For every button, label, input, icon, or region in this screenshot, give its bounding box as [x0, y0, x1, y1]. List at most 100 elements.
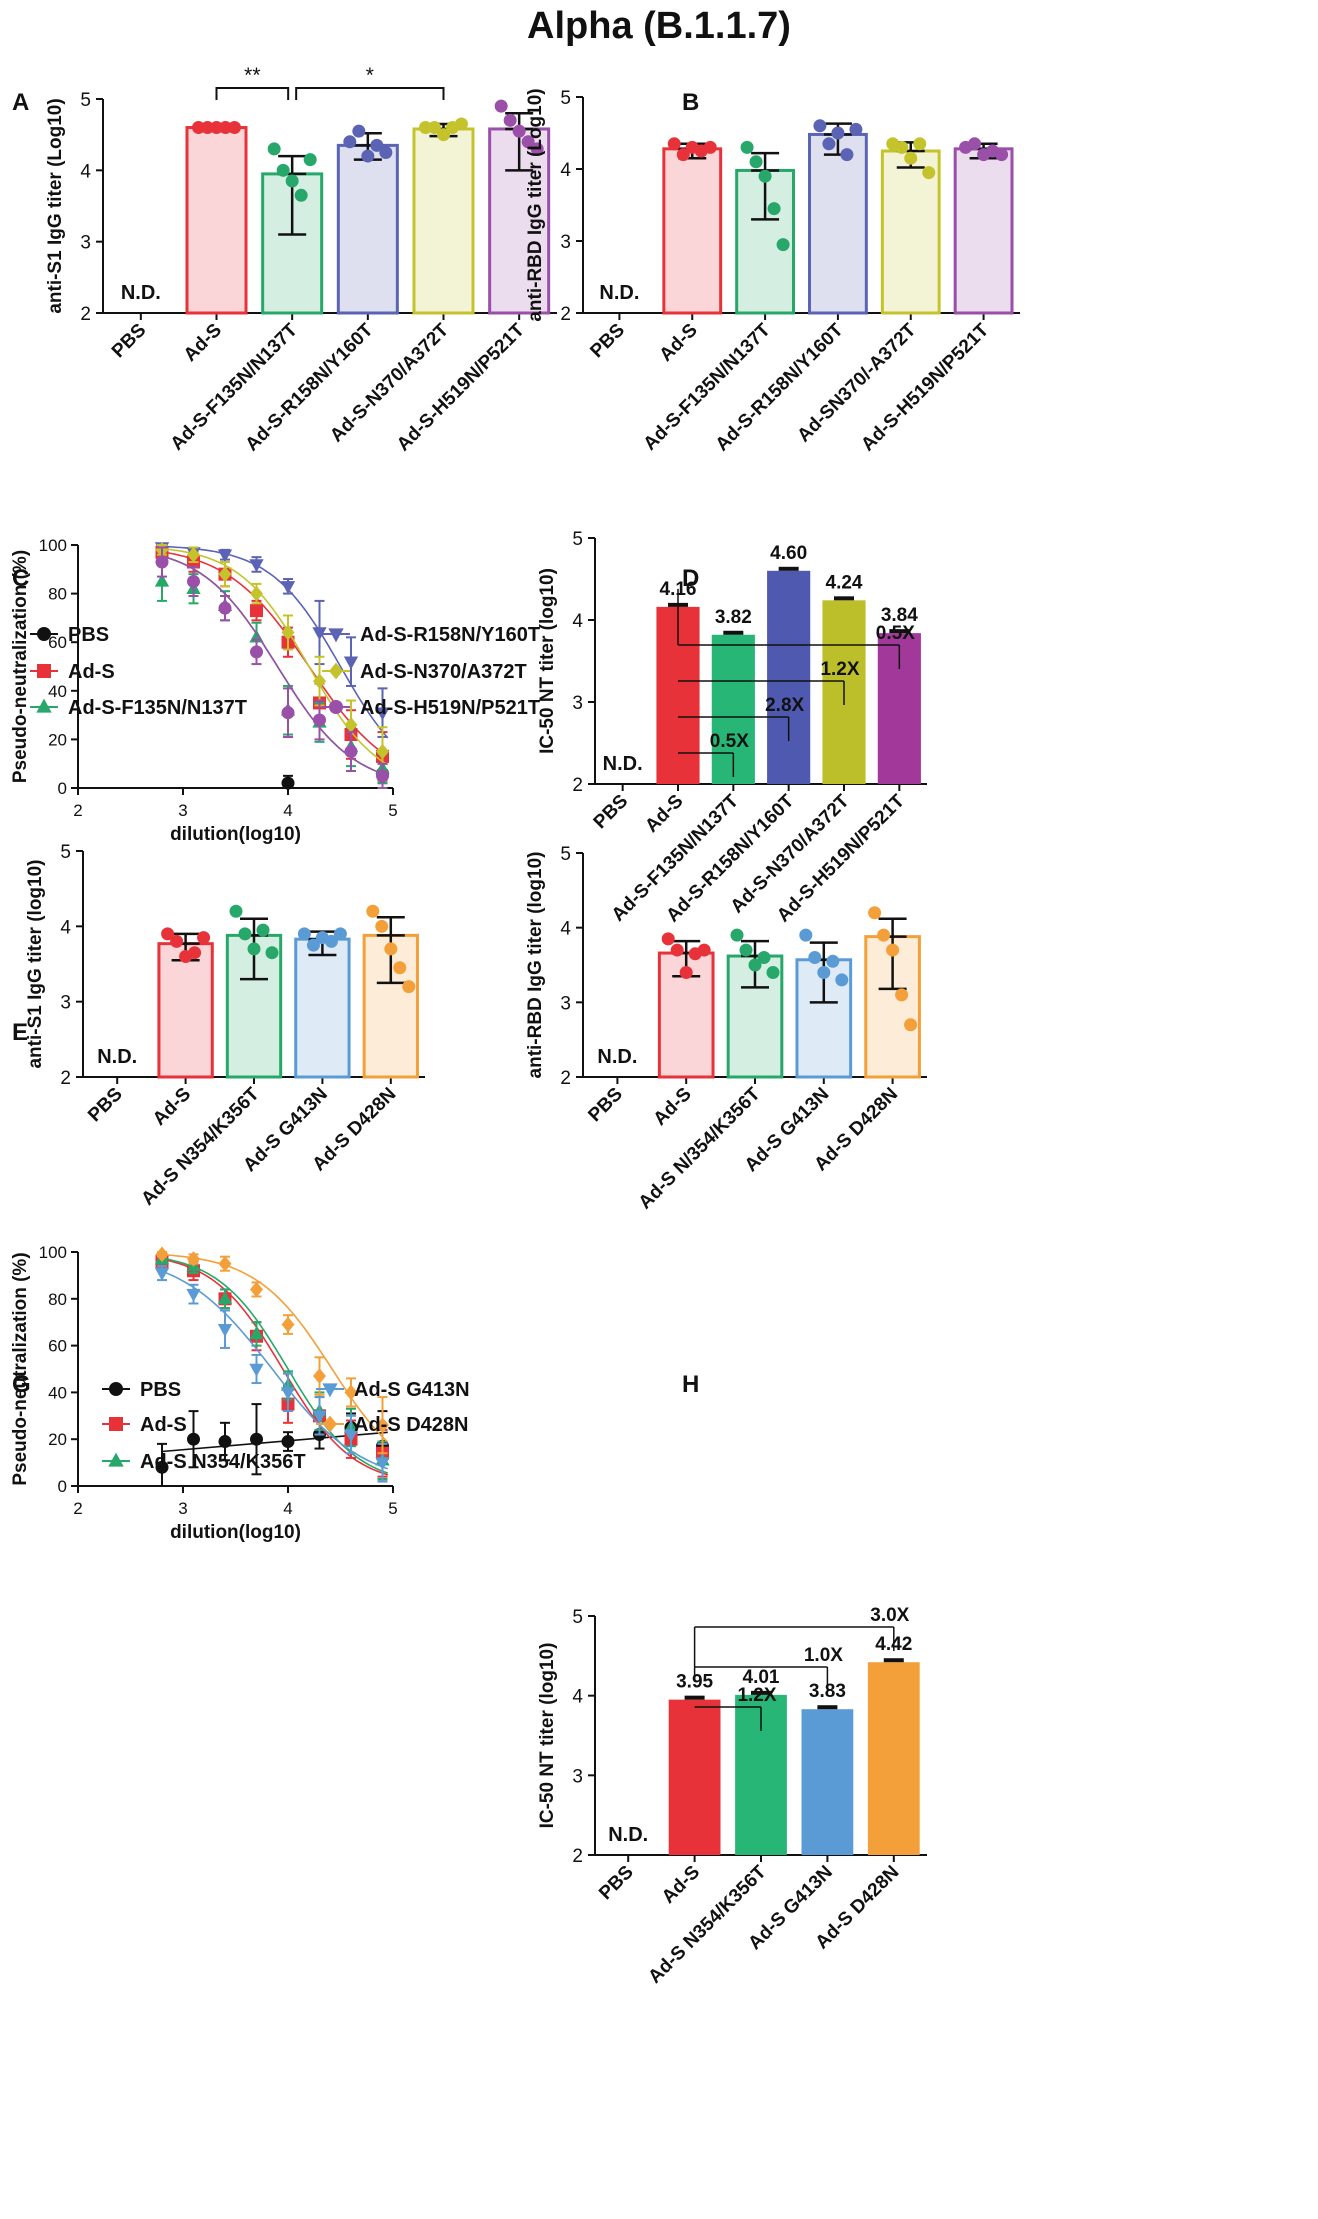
- data-point-c: [375, 707, 390, 721]
- panel-letter-g: G: [12, 1371, 31, 1398]
- data-point-a: [428, 121, 441, 135]
- y-tick-label-c: 40: [48, 682, 67, 701]
- data-point-e: [188, 946, 202, 960]
- value-label-h: 4.01: [743, 1667, 780, 1688]
- x-axis-label-c: dilution(log10): [170, 824, 301, 845]
- legend-marker-g: [109, 1417, 123, 1431]
- category-label-h: Ad-S N354/K356T: [644, 1861, 770, 1987]
- legend-marker-g: [323, 1415, 337, 1433]
- y-tick-label-b: 2: [560, 304, 571, 325]
- nd-label-b: N.D.: [599, 282, 639, 304]
- y-tick-label-g: 20: [48, 1430, 67, 1449]
- data-point-g: [281, 1316, 295, 1333]
- panel-g: G 0 20 40 60 80 100 2 3 4 5 dilution(log10) Pseudo-n…: [10, 1243, 470, 1543]
- data-point-e: [229, 904, 243, 918]
- data-point-g: [376, 1417, 389, 1433]
- data-point-b: [703, 140, 717, 154]
- category-label-d: Ad-S: [641, 791, 687, 837]
- data-point-a: [228, 121, 241, 135]
- y-tick-label-g: 60: [48, 1337, 67, 1356]
- y-tick-label-e: 2: [60, 1068, 71, 1089]
- data-point-f: [730, 928, 744, 942]
- error-cap-h: [751, 1690, 771, 1695]
- nd-label-a: N.D.: [121, 282, 161, 304]
- y-tick-label-b: 3: [560, 232, 571, 253]
- y-tick-label-c: 60: [48, 633, 67, 652]
- y-tick-label-f: 2: [560, 1068, 571, 1089]
- data-point-g: [249, 1363, 264, 1377]
- data-point-c: [344, 717, 358, 733]
- legend-marker-g: [109, 1382, 123, 1396]
- data-point-g: [154, 1267, 170, 1281]
- data-point-g: [375, 1457, 390, 1471]
- data-point-g: [280, 1387, 296, 1401]
- data-point-b: [776, 238, 790, 252]
- legend-marker-c: [328, 628, 344, 643]
- data-point-a: [192, 121, 205, 135]
- y-axis-label-d: IC-50 NT titer (log10): [537, 568, 558, 754]
- significance-bracket-a: [295, 87, 445, 100]
- y-axis-label-b: anti-RBD IgG titer (Log10): [525, 88, 546, 321]
- y-tick-label-a: 3: [80, 233, 91, 254]
- data-point-b: [913, 137, 927, 151]
- data-point-g: [217, 1324, 233, 1338]
- data-point-a: [219, 121, 232, 135]
- data-point-b: [831, 126, 845, 140]
- data-point-e: [238, 927, 252, 941]
- category-label-e: PBS: [84, 1084, 126, 1126]
- data-point-c: [249, 559, 264, 573]
- data-point-a: [521, 135, 535, 149]
- fold-label-d: 0.5X: [876, 623, 915, 644]
- data-point-g: [312, 1410, 327, 1424]
- data-point-a: [343, 135, 357, 149]
- category-label-b: PBS: [586, 320, 628, 362]
- data-point-a: [512, 124, 526, 138]
- data-point-b: [822, 137, 836, 151]
- data-point-f: [697, 943, 711, 957]
- data-point-e: [333, 927, 347, 941]
- data-point-b: [840, 148, 854, 162]
- data-point-a: [503, 113, 517, 127]
- data-point-c: [281, 706, 295, 720]
- y-tick-label-a: 5: [80, 90, 91, 111]
- y-axis-label-g: Pseudo-neutralization (%): [10, 1252, 31, 1485]
- data-point-f: [799, 928, 813, 942]
- data-point-g: [155, 1246, 169, 1263]
- y-tick-label-a: 2: [80, 304, 91, 325]
- y-tick-label-b: 4: [560, 160, 571, 181]
- data-point-e: [256, 923, 270, 937]
- bar-e: [225, 933, 283, 1079]
- data-point-b: [922, 166, 936, 180]
- x-tick-label-g: 5: [388, 1499, 397, 1518]
- y-tick-label-e: 4: [60, 917, 71, 938]
- fold-label-h: 1.0X: [804, 1645, 843, 1666]
- bar-a: [412, 127, 475, 315]
- data-point-a: [530, 142, 544, 156]
- y-axis-label-a: anti-S1 IgG titer (Log10): [45, 98, 66, 313]
- data-point-c: [343, 656, 359, 670]
- data-point-c: [250, 604, 263, 618]
- data-point-a: [276, 163, 290, 177]
- legend-marker-c: [329, 700, 343, 714]
- value-label-d: 4.24: [826, 572, 863, 593]
- data-point-a: [370, 138, 384, 152]
- bar-h: [867, 1662, 920, 1855]
- value-label-h: 3.83: [809, 1681, 846, 1702]
- category-label-h: PBS: [595, 1862, 637, 1904]
- panel-f: F2345anti-RBD IgG titer (log10)PBSAd-SAd…: [525, 844, 927, 1214]
- legend-label-c: Ad-S: [68, 661, 115, 683]
- bar-f: [864, 935, 921, 1079]
- legend-label-g: Ad-S G413N: [354, 1379, 470, 1401]
- data-point-f: [895, 988, 909, 1002]
- y-tick-label-g: 80: [48, 1290, 67, 1309]
- data-point-g: [155, 1460, 169, 1474]
- bar-h: [668, 1699, 721, 1855]
- error-cap-d: [889, 629, 910, 634]
- y-tick-label-d: 5: [572, 529, 583, 550]
- legend-marker-c: [36, 698, 52, 713]
- y-tick-label-h: 5: [572, 1607, 583, 1628]
- data-point-a: [352, 124, 366, 138]
- category-label-h: Ad-S: [658, 1862, 704, 1908]
